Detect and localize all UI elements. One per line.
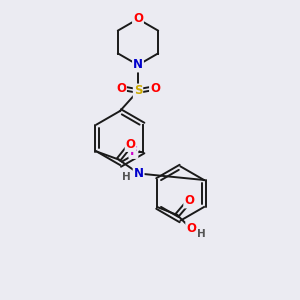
Text: N: N <box>133 58 143 71</box>
Text: O: O <box>150 82 160 94</box>
Text: N: N <box>134 167 144 180</box>
Text: H: H <box>122 172 131 182</box>
Text: S: S <box>134 85 142 98</box>
Text: O: O <box>133 13 143 26</box>
Text: F: F <box>129 145 137 158</box>
Text: O: O <box>116 82 126 94</box>
Text: O: O <box>186 223 196 236</box>
Text: O: O <box>126 138 136 151</box>
Text: O: O <box>184 194 194 208</box>
Text: H: H <box>197 229 206 239</box>
